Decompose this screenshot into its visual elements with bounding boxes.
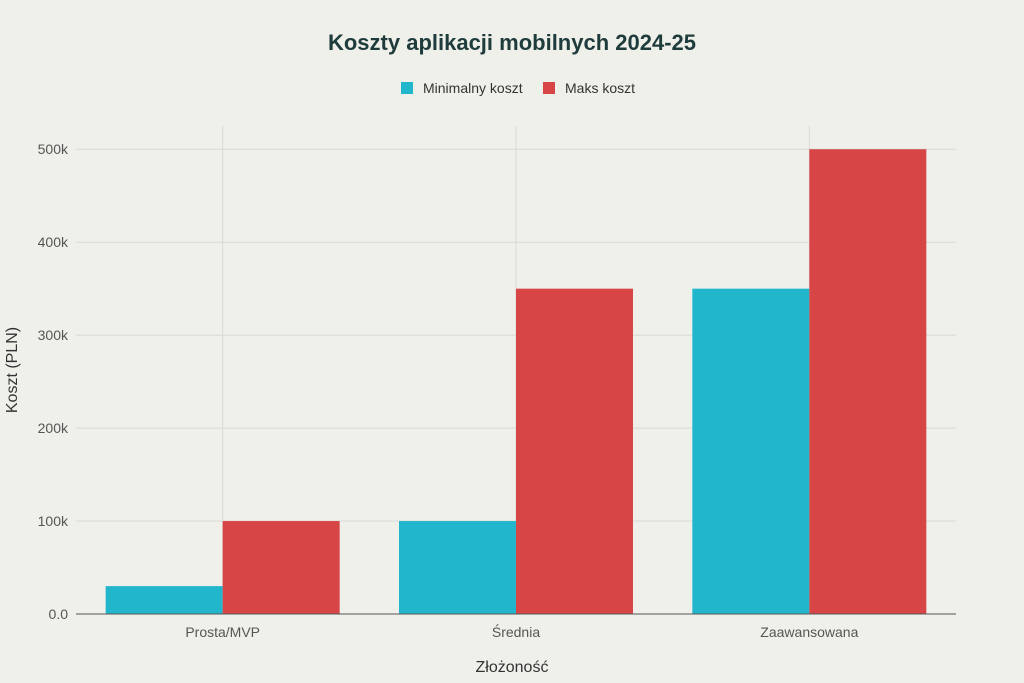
legend-swatch: [401, 82, 413, 94]
bar-max-0: [222, 521, 340, 614]
bar-min-2: [692, 288, 810, 614]
legend-label: Maks koszt: [565, 80, 635, 96]
chart-title: Koszty aplikacji mobilnych 2024-25: [328, 30, 696, 55]
x-tick-label: Prosta/MVP: [185, 624, 260, 640]
y-tick-label: 100k: [38, 513, 69, 529]
x-axis-label: Złożoność: [476, 659, 549, 676]
bar-min-1: [399, 521, 516, 614]
x-axis-ticks: Prosta/MVP Średnia Zaawansowana: [185, 623, 858, 640]
y-axis-ticks: 0.0 100k 200k 300k 400k 500k: [38, 141, 69, 622]
legend-label: Minimalny koszt: [423, 80, 523, 96]
y-tick-label: 0.0: [49, 606, 69, 622]
x-tick-label: Średnia: [492, 623, 540, 640]
y-tick-label: 500k: [38, 141, 69, 157]
y-tick-label: 200k: [38, 420, 69, 436]
y-tick-label: 400k: [38, 234, 69, 250]
y-tick-label: 300k: [38, 327, 69, 343]
y-axis-label: Koszt (PLN): [4, 327, 21, 413]
legend: Minimalny koszt Maks koszt: [401, 80, 635, 96]
bar-min-0: [105, 586, 223, 614]
bar-max-1: [516, 288, 633, 614]
bars: [105, 149, 927, 614]
bar-max-2: [809, 149, 927, 614]
x-tick-label: Zaawansowana: [760, 624, 858, 640]
legend-swatch: [543, 82, 555, 94]
